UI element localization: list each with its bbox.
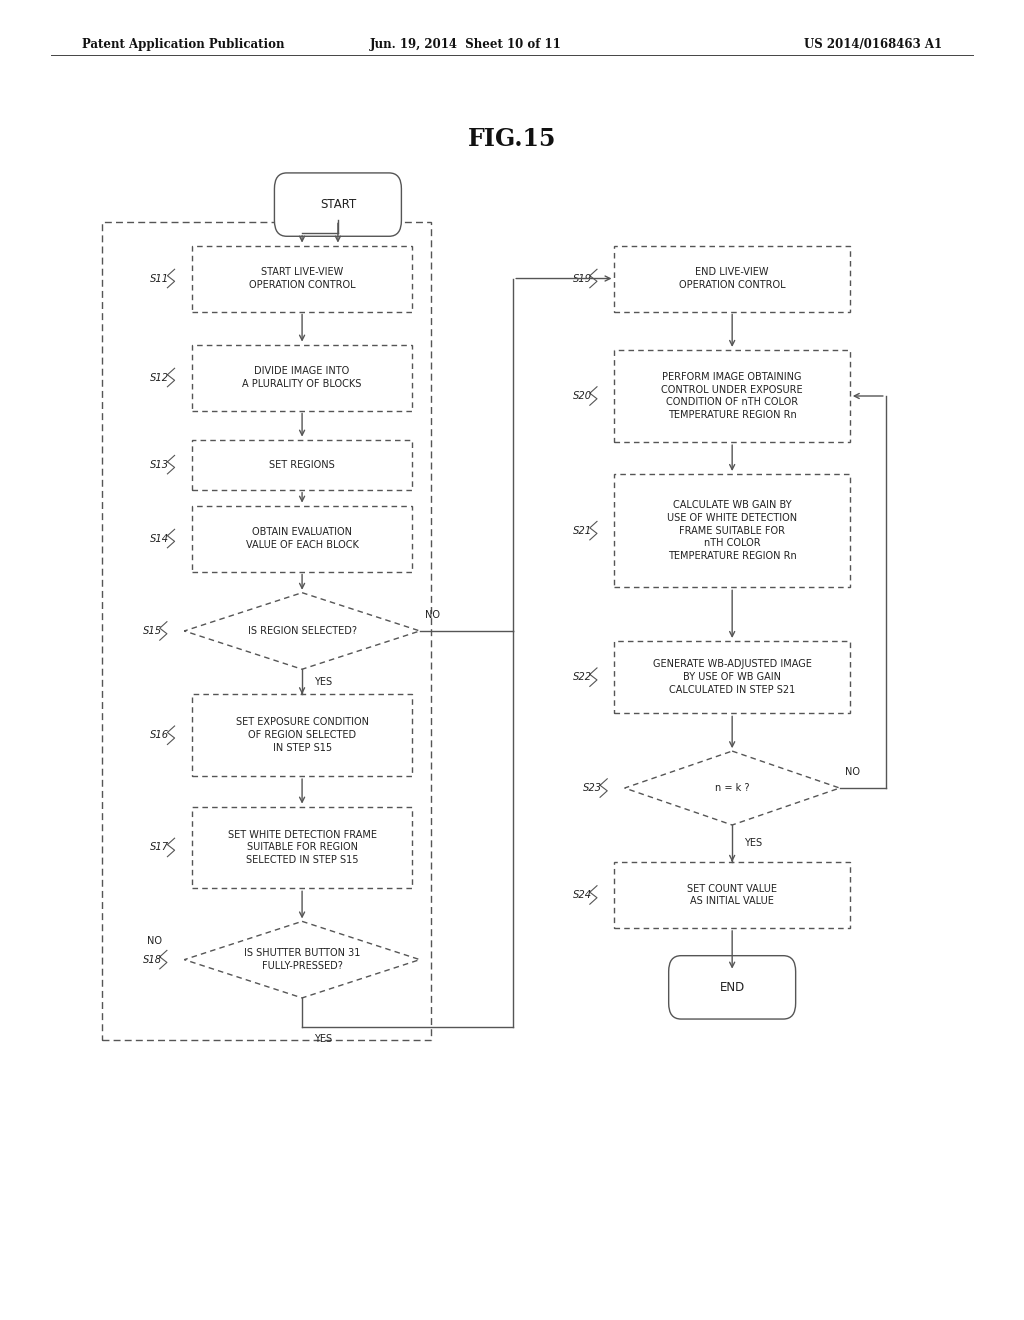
FancyBboxPatch shape [614,246,850,312]
Polygon shape [184,593,420,669]
Text: NO: NO [146,936,162,946]
Text: DIVIDE IMAGE INTO
A PLURALITY OF BLOCKS: DIVIDE IMAGE INTO A PLURALITY OF BLOCKS [243,366,361,389]
Text: IS REGION SELECTED?: IS REGION SELECTED? [248,626,356,636]
Text: US 2014/0168463 A1: US 2014/0168463 A1 [804,38,942,51]
Text: SET WHITE DETECTION FRAME
SUITABLE FOR REGION
SELECTED IN STEP S15: SET WHITE DETECTION FRAME SUITABLE FOR R… [227,830,377,865]
Text: START: START [319,198,356,211]
Text: SET EXPOSURE CONDITION
OF REGION SELECTED
IN STEP S15: SET EXPOSURE CONDITION OF REGION SELECTE… [236,718,369,752]
Polygon shape [184,921,420,998]
Text: Jun. 19, 2014  Sheet 10 of 11: Jun. 19, 2014 Sheet 10 of 11 [370,38,562,51]
Text: S21: S21 [572,525,592,536]
FancyBboxPatch shape [669,956,796,1019]
FancyBboxPatch shape [193,807,412,888]
Text: S22: S22 [572,672,592,682]
Text: SET REGIONS: SET REGIONS [269,459,335,470]
Text: S17: S17 [151,842,169,853]
FancyBboxPatch shape [193,506,412,572]
FancyBboxPatch shape [274,173,401,236]
Text: S19: S19 [572,273,592,284]
Text: FIG.15: FIG.15 [468,127,556,150]
Text: CALCULATE WB GAIN BY
USE OF WHITE DETECTION
FRAME SUITABLE FOR
nTH COLOR
TEMPERA: CALCULATE WB GAIN BY USE OF WHITE DETECT… [667,500,798,561]
Text: YES: YES [314,677,333,686]
Text: S15: S15 [142,626,162,636]
Text: IS SHUTTER BUTTON 31
FULLY-PRESSED?: IS SHUTTER BUTTON 31 FULLY-PRESSED? [244,948,360,972]
FancyBboxPatch shape [614,642,850,713]
Text: NO: NO [425,610,440,620]
Text: GENERATE WB-ADJUSTED IMAGE
BY USE OF WB GAIN
CALCULATED IN STEP S21: GENERATE WB-ADJUSTED IMAGE BY USE OF WB … [652,660,812,694]
Text: S14: S14 [151,533,169,544]
Text: S24: S24 [572,890,592,900]
FancyBboxPatch shape [193,345,412,411]
Text: Patent Application Publication: Patent Application Publication [82,38,285,51]
Polygon shape [625,751,840,825]
FancyBboxPatch shape [614,474,850,587]
FancyBboxPatch shape [193,246,412,312]
Text: S20: S20 [572,391,592,401]
Text: S13: S13 [151,459,169,470]
Text: OBTAIN EVALUATION
VALUE OF EACH BLOCK: OBTAIN EVALUATION VALUE OF EACH BLOCK [246,527,358,550]
Text: START LIVE-VIEW
OPERATION CONTROL: START LIVE-VIEW OPERATION CONTROL [249,267,355,290]
Text: S11: S11 [151,273,169,284]
Text: n = k ?: n = k ? [715,783,750,793]
Text: YES: YES [744,838,763,849]
FancyBboxPatch shape [193,440,412,490]
Text: SET COUNT VALUE
AS INITIAL VALUE: SET COUNT VALUE AS INITIAL VALUE [687,883,777,907]
Text: YES: YES [314,1034,333,1044]
FancyBboxPatch shape [614,862,850,928]
Text: S12: S12 [151,372,169,383]
Text: END: END [720,981,744,994]
Text: S16: S16 [151,730,169,741]
Text: S23: S23 [583,783,602,793]
FancyBboxPatch shape [614,350,850,442]
Text: END LIVE-VIEW
OPERATION CONTROL: END LIVE-VIEW OPERATION CONTROL [679,267,785,290]
Text: PERFORM IMAGE OBTAINING
CONTROL UNDER EXPOSURE
CONDITION OF nTH COLOR
TEMPERATUR: PERFORM IMAGE OBTAINING CONTROL UNDER EX… [662,372,803,420]
Text: S18: S18 [142,954,162,965]
FancyBboxPatch shape [193,694,412,776]
Text: NO: NO [845,767,860,777]
